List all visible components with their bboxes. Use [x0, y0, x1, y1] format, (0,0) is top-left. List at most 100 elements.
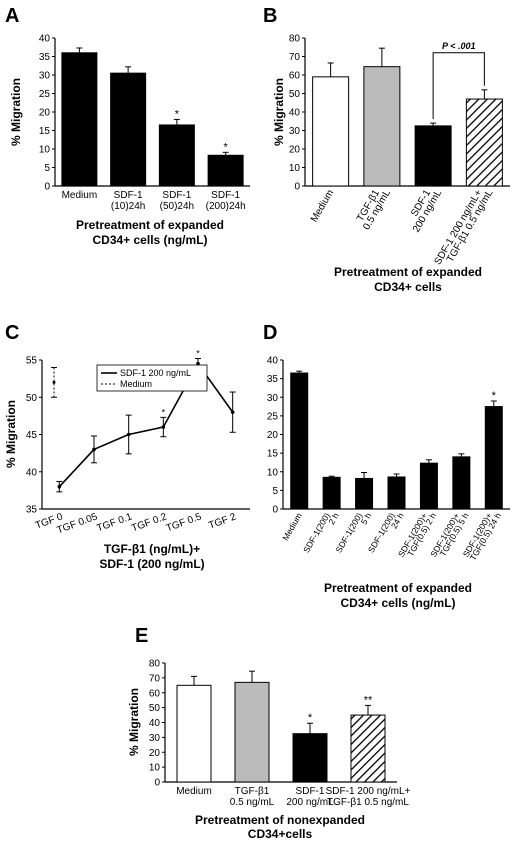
- x-tick-label: TGF 0.5: [165, 511, 204, 534]
- y-tick-label: 45: [26, 430, 38, 441]
- x-tick-label: SDF-1: [211, 190, 240, 201]
- y-tick-label: 30: [39, 71, 51, 82]
- significance-marker: *: [308, 712, 313, 724]
- panel-letter: B: [263, 5, 277, 27]
- y-tick-label: 20: [39, 108, 51, 119]
- data-point: [161, 425, 166, 429]
- bar: [290, 372, 309, 510]
- y-tick-label: 50: [26, 393, 38, 404]
- x-tick-label: TGF 0.1: [95, 511, 134, 534]
- legend-box: [96, 364, 208, 392]
- y-axis-label: % Migration: [127, 688, 141, 756]
- significance-marker: *: [175, 108, 180, 120]
- bar: [350, 714, 386, 783]
- medium-point: [52, 380, 56, 384]
- y-tick-label: 20: [289, 145, 301, 156]
- y-tick-label: 40: [26, 467, 38, 478]
- y-tick-label: 40: [39, 34, 51, 45]
- x-axis-label: Pretreatment of expanded: [324, 581, 472, 595]
- x-axis-label: Pretreatment of expanded: [76, 218, 224, 232]
- x-tick-label: 5 h: [359, 511, 374, 526]
- bar: [110, 72, 147, 187]
- y-tick-label: 10: [267, 467, 279, 478]
- bar: [414, 125, 452, 187]
- significance-bracket: [432, 52, 485, 120]
- bar: [363, 66, 401, 187]
- bar: [61, 52, 98, 187]
- x-axis-label: Pretreatment of expanded: [334, 265, 482, 279]
- bar: [452, 456, 471, 510]
- x-tick-label: Medium: [280, 511, 304, 542]
- x-tick-label: TGF-β1 0.5 ng/mL: [327, 797, 409, 808]
- x-tick-label: 0.5 ng/mL: [230, 797, 275, 808]
- x-tick-label: (50)24h: [160, 201, 194, 212]
- y-tick-label: 15: [39, 126, 51, 137]
- y-tick-label: 0: [44, 182, 50, 193]
- y-tick-label: 30: [289, 126, 301, 137]
- y-tick-label: 40: [267, 356, 279, 367]
- x-tick-label: SDF-1: [114, 190, 143, 201]
- panel-letter: E: [135, 625, 148, 647]
- y-tick-label: 60: [289, 71, 301, 82]
- significance-marker: *: [223, 141, 228, 153]
- x-tick-label: TGF 0.05: [56, 511, 100, 536]
- y-tick-label: 80: [289, 34, 301, 45]
- y-tick-label: 0: [154, 778, 160, 789]
- x-tick-label: 2 h: [326, 511, 341, 526]
- x-tick-label: TGF 2: [207, 511, 238, 531]
- y-tick-label: 35: [26, 505, 38, 516]
- panel-letter: C: [5, 322, 19, 344]
- bar: [355, 477, 374, 510]
- data-point: [92, 447, 96, 452]
- y-tick-label: 40: [149, 718, 161, 729]
- bar: [387, 476, 406, 510]
- x-axis-label: CD34+ cells (ng/mL): [92, 233, 207, 247]
- y-tick-label: 10: [149, 763, 161, 774]
- y-tick-label: 5: [44, 163, 50, 174]
- y-tick-label: 35: [267, 374, 279, 385]
- y-tick-label: 70: [149, 673, 161, 684]
- bracket-label: P < .001: [442, 41, 475, 51]
- y-tick-label: 30: [267, 393, 279, 404]
- data-point: [126, 432, 131, 437]
- y-tick-label: 10: [289, 163, 301, 174]
- x-tick-label: SDF-1: [162, 190, 191, 201]
- x-tick-label: Medium: [309, 188, 336, 224]
- bar: [176, 684, 212, 783]
- bar: [312, 76, 350, 187]
- y-tick-label: 25: [267, 411, 279, 422]
- y-tick-label: 80: [149, 659, 161, 670]
- x-tick-label: TGF-β1: [235, 786, 270, 797]
- x-tick-label: (10)24h: [111, 201, 145, 212]
- y-axis-label: % Migration: [272, 78, 286, 146]
- legend-label-medium: Medium: [120, 379, 152, 389]
- y-tick-label: 55: [26, 356, 38, 367]
- y-tick-label: 15: [267, 449, 279, 460]
- y-tick-label: 20: [267, 430, 279, 441]
- x-axis-label: Pretreatment of nonexpanded: [195, 813, 365, 827]
- bar: [465, 98, 503, 187]
- x-tick-label: SDF-1: [296, 786, 325, 797]
- significance-marker: *: [196, 349, 200, 359]
- panel-letter: A: [5, 5, 19, 27]
- x-axis-label: CD34+cells: [248, 827, 313, 841]
- significance-marker: **: [364, 694, 373, 706]
- y-tick-label: 70: [289, 52, 301, 63]
- y-axis-label: % Migration: [4, 400, 18, 468]
- y-tick-label: 0: [272, 505, 278, 516]
- bar: [158, 124, 195, 187]
- bar: [484, 406, 503, 510]
- y-tick-label: 40: [289, 108, 301, 119]
- x-tick-label: Medium: [62, 190, 98, 201]
- x-axis-label: SDF-1 (200 ng/mL): [99, 557, 204, 571]
- x-tick-label: (200)24h: [206, 201, 246, 212]
- data-point: [230, 410, 235, 414]
- y-tick-label: 60: [149, 688, 161, 699]
- legend-label-sdf: SDF-1 200 ng/mL: [120, 368, 191, 378]
- x-tick-label: Medium: [176, 786, 212, 797]
- y-tick-label: 50: [289, 89, 301, 100]
- x-tick-label: SDF-1 200 ng/mL+: [326, 786, 411, 797]
- y-tick-label: 35: [39, 52, 51, 63]
- y-tick-label: 10: [39, 145, 51, 156]
